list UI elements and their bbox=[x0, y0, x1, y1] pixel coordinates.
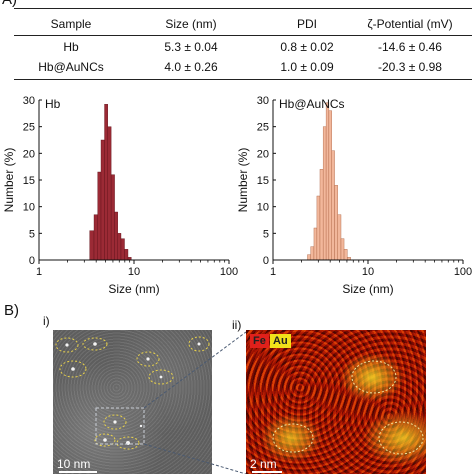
table-cell-pdi-1: 0.8 ± 0.02 bbox=[280, 40, 334, 54]
table-header-rule bbox=[14, 35, 472, 36]
eds-cluster-circle bbox=[351, 360, 397, 394]
x-tick-label: 100 bbox=[454, 266, 472, 278]
table-top-rule bbox=[14, 8, 472, 9]
histogram-bar bbox=[107, 126, 112, 261]
micro-ii-label: ii) bbox=[232, 318, 242, 332]
scale-label-10nm: 10 nm bbox=[57, 457, 91, 471]
y-tick-label: 5 bbox=[263, 228, 269, 240]
table-cell-zeta-1: -14.6 ± 0.46 bbox=[378, 40, 442, 54]
legend-au: Au bbox=[270, 334, 291, 348]
scale-bar-10nm bbox=[59, 471, 97, 473]
nanocluster-circle bbox=[103, 414, 127, 430]
histogram-bar bbox=[316, 195, 321, 261]
table-header-pdi: PDI bbox=[296, 17, 318, 31]
scale-bar-2nm bbox=[252, 471, 282, 473]
table-header-sample: Sample bbox=[50, 17, 92, 31]
y-tick-label: 10 bbox=[257, 202, 269, 214]
table-header-zeta: ζ-Potential (mV) bbox=[367, 17, 453, 31]
chart-title: Hb@AuNCs bbox=[279, 97, 345, 111]
histogram-bar bbox=[343, 249, 348, 261]
eds-cluster-circles bbox=[272, 360, 424, 455]
x-tick-label: 10 bbox=[128, 266, 140, 278]
y-axis-label: Number (%) bbox=[2, 148, 16, 213]
y-tick-label: 0 bbox=[263, 255, 269, 267]
y-tick-label: 15 bbox=[23, 175, 35, 187]
table-cell-size-1: 5.3 ± 0.04 bbox=[164, 40, 218, 54]
y-tick-label: 30 bbox=[23, 95, 35, 107]
y-tick-label: 15 bbox=[257, 175, 269, 187]
histogram-bar bbox=[110, 174, 115, 261]
panel-a-label: A) bbox=[2, 0, 17, 8]
histogram-bar bbox=[325, 102, 330, 261]
table-bottom-rule bbox=[14, 79, 472, 80]
histogram-bar bbox=[114, 211, 118, 261]
histogram-bar bbox=[104, 104, 108, 261]
y-tick-label: 20 bbox=[257, 148, 269, 160]
chart-title: Hb bbox=[45, 97, 61, 111]
eds-map-image: Fe Au 2 nm bbox=[246, 330, 426, 474]
x-axis-label: Size (nm) bbox=[342, 282, 393, 296]
table-cell-sample-2: Hb@AuNCs bbox=[38, 60, 104, 74]
histogram-bar bbox=[100, 139, 105, 261]
y-axis-label: Number (%) bbox=[236, 148, 250, 213]
histogram-bar bbox=[337, 214, 342, 261]
y-tick-label: 25 bbox=[23, 122, 35, 134]
nanocluster-circle bbox=[116, 436, 140, 450]
histogram-bar bbox=[331, 150, 335, 261]
histogram-bar bbox=[322, 126, 327, 261]
histogram-bar bbox=[97, 171, 102, 261]
table-cell-zeta-2: -20.3 ± 0.98 bbox=[378, 60, 442, 74]
y-tick-label: 0 bbox=[29, 255, 35, 267]
y-tick-label: 30 bbox=[257, 95, 269, 107]
eds-cluster-circle bbox=[272, 423, 314, 453]
y-tick-label: 25 bbox=[257, 122, 269, 134]
table-header-size: Size (nm) bbox=[165, 17, 217, 31]
histogram-bar bbox=[310, 246, 315, 261]
y-tick-label: 5 bbox=[29, 228, 35, 240]
histogram-bar bbox=[307, 254, 311, 261]
nanocluster-circle bbox=[59, 360, 87, 378]
micro-i-label: i) bbox=[43, 314, 50, 328]
scale-label-2nm: 2 nm bbox=[250, 457, 277, 471]
histogram-bar bbox=[313, 227, 318, 261]
nanocluster-circles bbox=[55, 336, 210, 450]
eds-cluster-circle bbox=[378, 421, 424, 455]
histogram-bar bbox=[93, 214, 98, 261]
table-cell-pdi-2: 1.0 ± 0.09 bbox=[280, 60, 334, 74]
table-cell-size-2: 4.0 ± 0.26 bbox=[164, 60, 218, 74]
histogram-bar bbox=[319, 169, 324, 261]
histogram-bar bbox=[117, 233, 122, 261]
y-tick-label: 10 bbox=[23, 202, 35, 214]
x-axis-label: Size (nm) bbox=[108, 282, 159, 296]
x-tick-label: 10 bbox=[362, 266, 374, 278]
histogram-bar bbox=[340, 238, 345, 261]
table-cell-sample-1: Hb bbox=[63, 40, 79, 54]
x-tick-label: 1 bbox=[270, 266, 276, 278]
y-tick-label: 20 bbox=[23, 148, 35, 160]
histogram-bar bbox=[334, 185, 338, 261]
stem-image: 10 nm bbox=[53, 330, 212, 474]
nanocluster-circle bbox=[55, 337, 79, 353]
histogram-bar bbox=[120, 238, 125, 261]
nanocluster-circle bbox=[82, 337, 108, 351]
zoom-region-box bbox=[95, 407, 145, 445]
panel-b-label: B) bbox=[4, 302, 19, 319]
histogram-bar bbox=[124, 249, 129, 261]
x-tick-label: 100 bbox=[220, 266, 238, 278]
histogram-bar bbox=[328, 110, 332, 261]
nanocluster-circle bbox=[94, 433, 116, 447]
legend-fe: Fe bbox=[250, 334, 269, 348]
x-tick-label: 1 bbox=[36, 266, 42, 278]
histogram-bar bbox=[89, 230, 95, 261]
